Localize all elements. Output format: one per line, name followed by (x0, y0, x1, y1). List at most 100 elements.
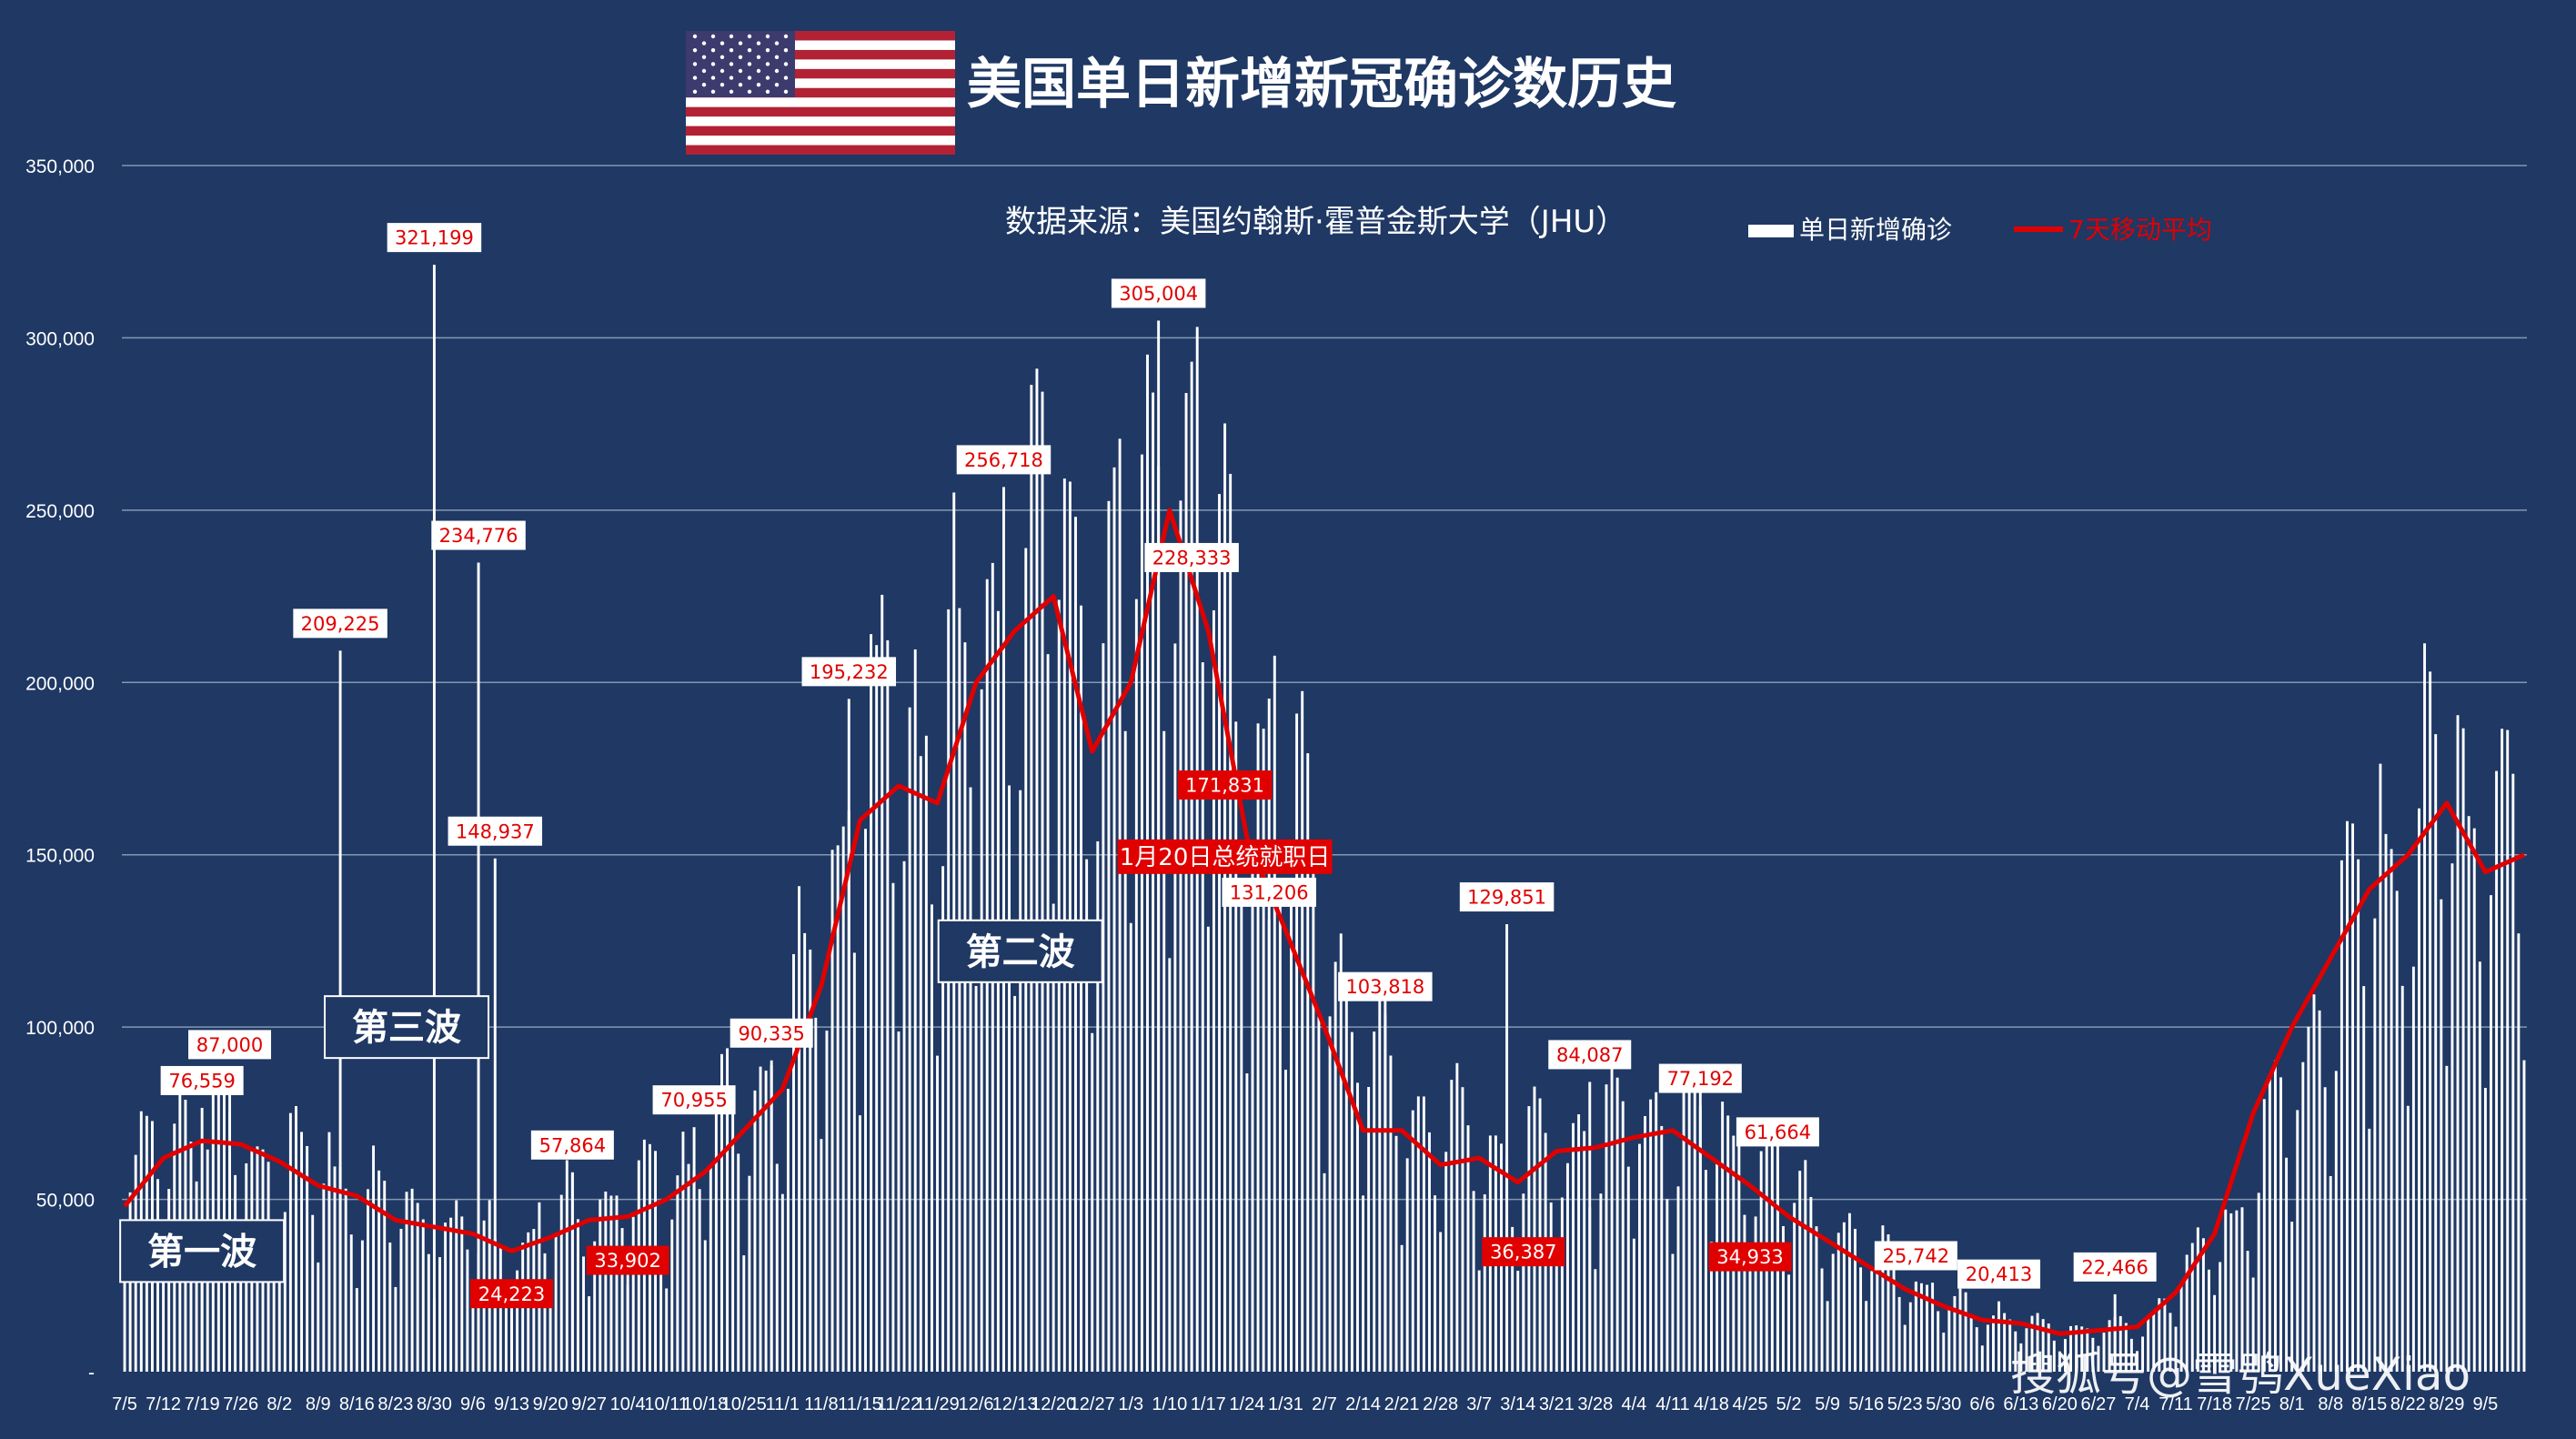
daily-bar (681, 1132, 685, 1372)
daily-bar (737, 1153, 740, 1372)
daily-bar (1942, 1333, 1946, 1372)
flag-star (710, 89, 716, 95)
daily-bar (2456, 715, 2460, 1372)
flag-star (710, 62, 716, 66)
flag-star (765, 34, 770, 39)
x-tick-label: 7/12 (146, 1394, 181, 1414)
flag-star (756, 55, 761, 59)
daily-bar (1710, 1242, 1713, 1372)
y-tick-label: 200,000 (25, 673, 95, 694)
wave-label-box (119, 1219, 286, 1283)
daily-bar (841, 826, 845, 1372)
flag-star (738, 55, 743, 59)
daily-bar (665, 1288, 669, 1372)
chart-title: 美国单日新增新冠确诊数历史 (967, 53, 1676, 116)
daily-bar (327, 1132, 331, 1372)
flag-star (692, 75, 698, 80)
y-tick-label: 50,000 (36, 1191, 95, 1212)
x-tick-label: 12/27 (1070, 1394, 1115, 1414)
daily-bar (2472, 828, 2476, 1372)
legend-line-label: 7天移动平均 (2068, 215, 2212, 245)
annotation-callout: 131,206 (1222, 877, 1316, 907)
x-tick-label: 1/10 (1152, 1394, 1187, 1414)
y-tick-label: 150,000 (25, 846, 95, 867)
daily-bar (1665, 1199, 1669, 1372)
annotations: 87,000 24,223 57,864 33,902 70,955 90,335 195,… (160, 223, 2157, 1309)
annotation-callout: 90,335 (730, 1018, 813, 1048)
x-tick-label: 9/5 (2473, 1394, 2499, 1414)
daily-bar (582, 1256, 585, 1372)
daily-bar (2279, 1077, 2282, 1372)
daily-bar (444, 1223, 448, 1372)
callout-text: 22,466 (2081, 1256, 2148, 1278)
daily-bar (1422, 1096, 1425, 1372)
daily-bar (504, 1283, 508, 1372)
daily-bar (410, 1188, 414, 1372)
daily-bar (1903, 1324, 1907, 1372)
daily-bar (1594, 1269, 1597, 1372)
daily-bar (498, 1246, 502, 1372)
daily-bar (703, 1240, 707, 1372)
daily-bar (2129, 1338, 2133, 1372)
x-tick-label: 2/28 (1423, 1394, 1458, 1414)
daily-bar (1328, 1016, 1332, 1372)
daily-bar (676, 1175, 679, 1372)
daily-bar (780, 1193, 784, 1372)
daily-bar (2091, 1337, 2095, 1372)
annotation-callout: 195,232 (801, 657, 897, 687)
daily-bar (1444, 1152, 1448, 1372)
daily-bar (455, 1200, 458, 1372)
daily-bar-peak (1914, 1283, 1917, 1372)
flag-star (738, 83, 743, 87)
daily-bar (913, 649, 917, 1372)
wave-label: 第三波 (324, 995, 490, 1060)
daily-bar (2461, 728, 2465, 1372)
daily-bar (609, 1195, 613, 1372)
daily-bar (958, 608, 961, 1372)
callout-text: 195,232 (810, 661, 889, 683)
daily-bar (2246, 1251, 2249, 1372)
daily-bar (1362, 1195, 1365, 1372)
flag-star (783, 62, 789, 66)
daily-bar (1655, 1092, 1658, 1372)
x-tick-label: 9/20 (533, 1394, 569, 1414)
daily-bar-peak (493, 858, 497, 1372)
flag-star (774, 41, 780, 45)
daily-bar (1273, 655, 1276, 1372)
daily-bar (2384, 833, 2388, 1372)
daily-bar (1152, 392, 1155, 1372)
flag-star (738, 68, 743, 74)
daily-bar (1538, 1098, 1542, 1372)
x-tick-label: 10/18 (682, 1394, 728, 1414)
daily-bar (416, 1203, 419, 1372)
wave-label-box (324, 995, 490, 1060)
x-tick-label: 5/23 (1887, 1394, 1923, 1414)
daily-bar (620, 1228, 624, 1372)
daily-bar (355, 1288, 358, 1372)
daily-bar (1080, 605, 1083, 1372)
daily-bar (980, 689, 983, 1372)
daily-bar (2423, 643, 2427, 1372)
daily-bar (288, 1112, 292, 1372)
daily-bar (1986, 1324, 1989, 1372)
daily-bar (2240, 1207, 2244, 1372)
daily-bar (300, 1132, 303, 1372)
daily-bar (820, 1139, 823, 1372)
daily-bar (2141, 1336, 2145, 1372)
y-tick-label: 250,000 (25, 501, 95, 522)
daily-bar (2467, 816, 2470, 1372)
x-tick-label: 8/9 (306, 1394, 331, 1414)
flag-stripe (686, 126, 955, 136)
callout-text: 228,333 (1152, 548, 1232, 569)
x-tick-label: 4/18 (1694, 1394, 1729, 1414)
daily-bar (2418, 808, 2420, 1372)
daily-bar (2014, 1331, 2018, 1372)
daily-bar (2357, 859, 2360, 1372)
daily-bar (1671, 1253, 1675, 1372)
daily-bar (2168, 1313, 2172, 1372)
flag-star (719, 83, 725, 87)
annotation-callout: 103,818 (1338, 971, 1433, 1001)
daily-bar (852, 952, 856, 1372)
daily-bar (1008, 785, 1011, 1372)
daily-bar (659, 1246, 663, 1372)
